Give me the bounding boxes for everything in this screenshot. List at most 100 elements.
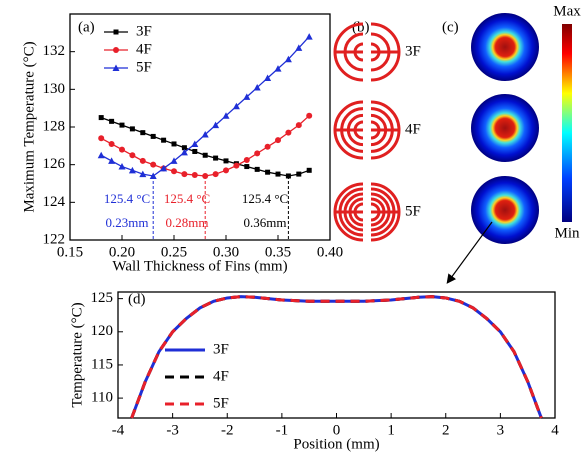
- marker: [109, 118, 115, 124]
- marker: [306, 112, 313, 119]
- marker: [306, 167, 312, 173]
- marker: [243, 93, 251, 100]
- marker: [161, 137, 167, 143]
- x-tick-label: 0.20: [109, 244, 135, 260]
- marker: [244, 164, 250, 170]
- y-axis-label: Temperature (°C): [69, 302, 85, 407]
- fin-label: 5F: [405, 203, 421, 219]
- marker: [181, 145, 187, 151]
- panel-label: (c): [442, 19, 459, 35]
- y-tick-label: 125: [91, 290, 114, 306]
- marker: [284, 55, 292, 63]
- y-tick-label: 124: [43, 194, 66, 210]
- marker: [222, 112, 230, 119]
- panel-c: (c) Max Min: [442, 3, 581, 284]
- marker: [139, 170, 147, 178]
- marker: [223, 167, 229, 174]
- heatmap: [471, 13, 539, 81]
- panel-label: (d): [128, 291, 146, 307]
- x-axis-label: Position (mm): [293, 436, 379, 452]
- annotation: 125.4 °C: [104, 191, 150, 206]
- marker: [139, 157, 146, 164]
- marker: [150, 133, 156, 139]
- marker: [119, 146, 125, 153]
- y-tick-label: 115: [91, 356, 113, 372]
- chart: -4 -3 -2 -1 0 1 2 3 4 110 115 120 125 Position (mm) Te…: [69, 290, 559, 452]
- chart: 0.15 0.20 0.25 0.30 0.35 0.40 122 124 126 128 130 1…: [21, 13, 343, 274]
- marker: [233, 162, 240, 169]
- marker: [150, 161, 157, 168]
- x-tick-label: -3: [166, 422, 179, 438]
- plot-frame: [117, 291, 556, 419]
- marker: [201, 131, 209, 138]
- plot-frame: [69, 13, 331, 241]
- marker: [98, 135, 105, 142]
- y-tick-label: 130: [43, 81, 66, 97]
- x-tick-label: 4: [551, 422, 559, 438]
- marker: [191, 172, 198, 179]
- marker: [305, 33, 313, 40]
- marker: [264, 143, 271, 150]
- fin-label: 4F: [405, 121, 421, 137]
- annotation: 125.4 °C: [242, 191, 288, 206]
- legend-label: 3F: [213, 341, 229, 357]
- annotation: 125.4 °C: [164, 191, 210, 206]
- y-tick-label: 122: [43, 231, 66, 247]
- marker: [118, 163, 126, 170]
- marker: [295, 44, 303, 51]
- marker: [213, 155, 219, 161]
- marker: [171, 141, 177, 147]
- x-tick-label: 2: [442, 422, 450, 438]
- marker: [113, 29, 119, 35]
- marker: [212, 121, 220, 129]
- marker: [149, 172, 157, 179]
- marker: [243, 156, 250, 163]
- arrow: [446, 221, 493, 284]
- marker: [275, 137, 281, 144]
- marker: [296, 171, 302, 177]
- x-tick-label: 0: [333, 422, 341, 438]
- series-line: [130, 295, 543, 419]
- marker: [160, 164, 168, 172]
- marker: [275, 171, 281, 177]
- x-tick-label: -2: [221, 422, 234, 438]
- marker: [97, 151, 105, 159]
- marker: [112, 64, 120, 71]
- marker: [129, 126, 135, 132]
- legend-label: 4F: [213, 368, 229, 384]
- marker: [128, 166, 136, 174]
- legend-label: 5F: [136, 59, 152, 75]
- y-axis-label: Maximum Temperature (°C): [21, 41, 37, 212]
- marker: [191, 140, 199, 147]
- marker: [274, 65, 282, 72]
- x-tick-label: 0.30: [213, 244, 239, 260]
- marker: [265, 169, 271, 175]
- marker: [202, 152, 208, 158]
- legend-label: 4F: [136, 41, 152, 57]
- y-tick-label: 110: [91, 390, 113, 406]
- annotation: 0.36mm: [244, 215, 287, 230]
- marker: [254, 150, 261, 157]
- marker: [180, 148, 188, 156]
- panel-label: (a): [78, 19, 95, 35]
- marker: [98, 115, 104, 121]
- colorbar: [562, 24, 572, 222]
- x-tick-label: 0.35: [265, 244, 291, 260]
- heatmap: [471, 176, 539, 244]
- y-tick-label: 132: [43, 43, 66, 59]
- fin-label: 3F: [405, 43, 421, 59]
- marker: [192, 148, 198, 154]
- x-tick-label: 0.40: [317, 244, 343, 260]
- marker: [212, 171, 219, 178]
- x-axis-label: Wall Thickness of Fins (mm): [112, 258, 287, 274]
- y-tick-label: 128: [43, 118, 66, 134]
- x-tick-label: 0.15: [57, 244, 83, 260]
- heatmap: [471, 94, 539, 162]
- marker: [119, 122, 125, 128]
- x-tick-label: 0.25: [161, 244, 187, 260]
- colorbar-label: Max: [553, 3, 581, 19]
- marker: [129, 152, 136, 159]
- marker: [108, 140, 115, 147]
- panel-b: (b) 3F 4F 5F: [333, 19, 421, 242]
